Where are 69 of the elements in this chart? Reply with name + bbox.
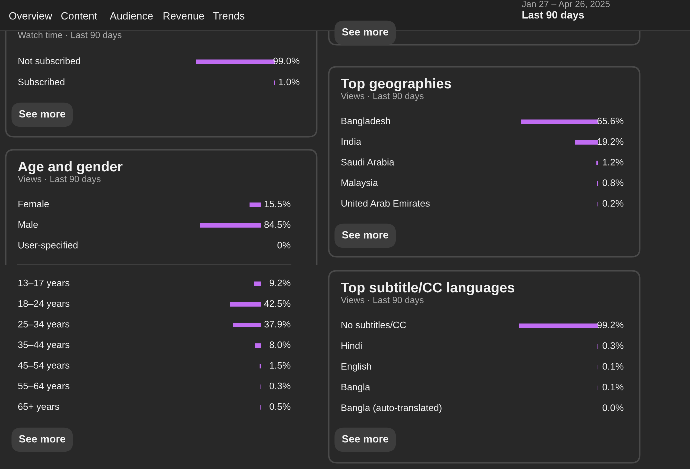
data-label: 19.2% (598, 138, 624, 146)
text: Last 90 days (522, 11, 584, 21)
text: Top geographies (341, 78, 452, 92)
y-tick-label: Bangla (auto-translated) (342, 404, 442, 414)
y-tick-label: Subscribed (18, 78, 65, 86)
data-label: 0.1% (602, 363, 624, 370)
y-tick-label: 65+ years (18, 403, 60, 412)
data-label: 0.5% (270, 403, 291, 410)
y-tick-label: English (342, 363, 372, 372)
data-label: 0.3% (602, 342, 624, 350)
text: Views · Last 90 days (341, 296, 424, 306)
y-tick-label: 25–34 years (18, 321, 70, 330)
bar (254, 282, 261, 286)
y-tick-label: Saudi Arabia (341, 158, 395, 166)
data-label: 0.2% (602, 200, 624, 207)
data-label: 84.5% (264, 221, 291, 228)
text: Content (62, 12, 98, 20)
text: See more (342, 28, 389, 36)
chart-title: Top subtitle/CC languages (341, 282, 515, 296)
data-label: 0.0% (602, 404, 624, 412)
text: Watch time · Last 90 days (18, 32, 122, 40)
data-label: 1.2% (603, 159, 624, 166)
y-tick-label: Not subscribed (18, 58, 80, 65)
text: Jan 27 – Apr 26, 2025 (522, 1, 610, 10)
text: Audience (110, 12, 153, 20)
data-label: 9.2% (270, 280, 291, 287)
text: Trends (213, 12, 245, 20)
text: See more (342, 231, 389, 239)
text: See more (342, 435, 389, 443)
y-tick-label: 45–54 years (18, 362, 70, 371)
data-label: 1.5% (270, 362, 291, 369)
data-label: 8.0% (270, 342, 291, 348)
text: Overview (9, 12, 52, 20)
bar (233, 322, 261, 328)
y-tick-label: India (342, 138, 362, 146)
data-label: 0.1% (602, 384, 624, 391)
bar (255, 344, 261, 348)
y-tick-label: Male (18, 221, 38, 228)
text: See more (19, 110, 66, 118)
data-label: 0% (278, 242, 291, 249)
text: Age and gender (18, 161, 123, 175)
y-tick-label: Bangladesh (342, 118, 390, 126)
text: Views · Last 90 days (18, 176, 101, 184)
text: See more (19, 435, 66, 443)
data-label: 15.5% (264, 200, 291, 208)
y-tick-label: 35–44 years (18, 342, 70, 350)
data-label: 0.8% (602, 180, 624, 186)
text: Views · Last 90 days (341, 92, 424, 102)
data-label: 99.2% (598, 322, 624, 329)
data-label: 1.0% (279, 78, 300, 86)
y-tick-label: United Arab Emirates (342, 200, 430, 207)
y-tick-label: No subtitles/CC (342, 322, 406, 329)
y-tick-label: 18–24 years (18, 300, 70, 309)
y-tick-label: Female (18, 200, 50, 208)
bar (575, 140, 598, 145)
data-label: 37.9% (264, 321, 291, 328)
data-label: 99.0% (274, 58, 300, 65)
data-label: 42.5% (264, 300, 291, 308)
y-tick-label: 13–17 years (18, 280, 70, 288)
y-tick-label: Malaysia (342, 179, 378, 188)
text: Revenue (164, 12, 204, 20)
y-tick-label: User-specified (18, 242, 78, 251)
y-tick-label: 55–64 years (18, 382, 70, 392)
y-tick-label: Bangla (342, 384, 370, 392)
data-label: 65.6% (598, 118, 624, 125)
data-label: 0.3% (270, 382, 291, 390)
bar (230, 302, 261, 307)
bar (521, 120, 598, 124)
y-tick-label: Hindi (342, 342, 362, 350)
